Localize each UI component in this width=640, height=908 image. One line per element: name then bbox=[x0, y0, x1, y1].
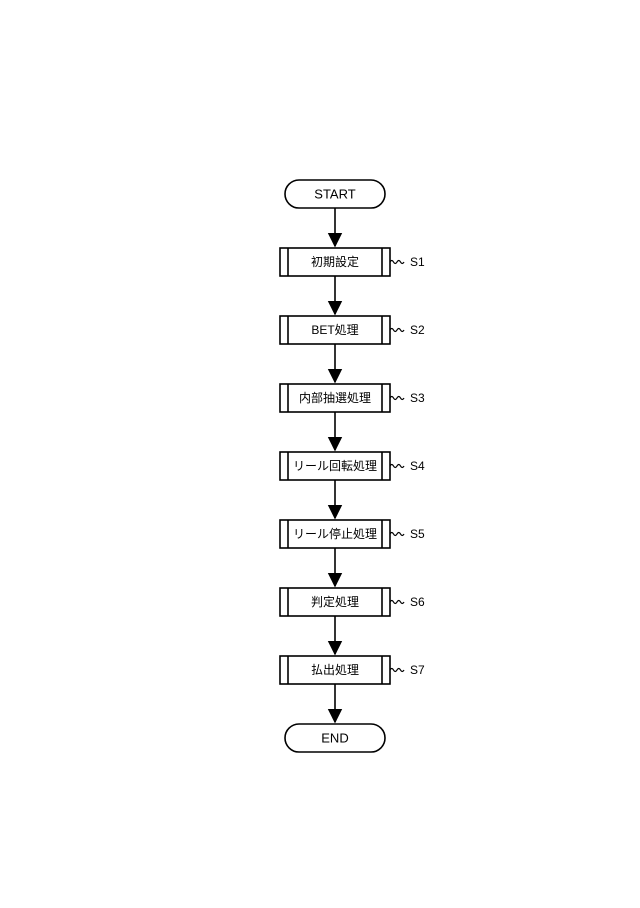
end-node-label: END bbox=[321, 731, 348, 746]
flowchart: START 初期設定 S1 BET処理 S2 内部抽選処理 S3 リール回転処理 S4 リール停止… bbox=[0, 0, 640, 908]
s4-node-label: リール回転処理 bbox=[293, 459, 377, 473]
s7-node-tag: S7 bbox=[410, 663, 425, 677]
s4-node-tag: S4 bbox=[410, 459, 425, 473]
s7-node-label: 払出処理 bbox=[311, 663, 359, 677]
s6-node-label: 判定処理 bbox=[311, 594, 359, 609]
s5-node-tag: S5 bbox=[410, 527, 425, 541]
s1-node-tag: S1 bbox=[410, 255, 425, 269]
s4-node: リール回転処理 S4 bbox=[280, 452, 425, 480]
s1-node: 初期設定 S1 bbox=[280, 248, 425, 276]
s6-node: 判定処理 S6 bbox=[280, 588, 425, 616]
s5-node: リール停止処理 S5 bbox=[280, 520, 425, 548]
end-node: END bbox=[285, 724, 385, 752]
s2-node-connector bbox=[390, 329, 404, 332]
s7-node-connector bbox=[390, 669, 404, 672]
s6-node-connector bbox=[390, 601, 404, 604]
s2-node: BET処理 S2 bbox=[280, 316, 425, 344]
s3-node-label: 内部抽選処理 bbox=[299, 390, 371, 405]
s6-node-tag: S6 bbox=[410, 595, 425, 609]
s2-node-label: BET処理 bbox=[311, 323, 358, 337]
s7-node: 払出処理 S7 bbox=[280, 656, 425, 684]
s3-node-tag: S3 bbox=[410, 391, 425, 405]
s1-node-label: 初期設定 bbox=[311, 254, 359, 269]
s1-node-connector bbox=[390, 261, 404, 264]
start-node-label: START bbox=[314, 187, 355, 202]
s3-node-connector bbox=[390, 397, 404, 400]
s5-node-connector bbox=[390, 533, 404, 536]
s2-node-tag: S2 bbox=[410, 323, 425, 337]
s4-node-connector bbox=[390, 465, 404, 468]
s3-node: 内部抽選処理 S3 bbox=[280, 384, 425, 412]
start-node: START bbox=[285, 180, 385, 208]
s5-node-label: リール停止処理 bbox=[293, 526, 377, 541]
